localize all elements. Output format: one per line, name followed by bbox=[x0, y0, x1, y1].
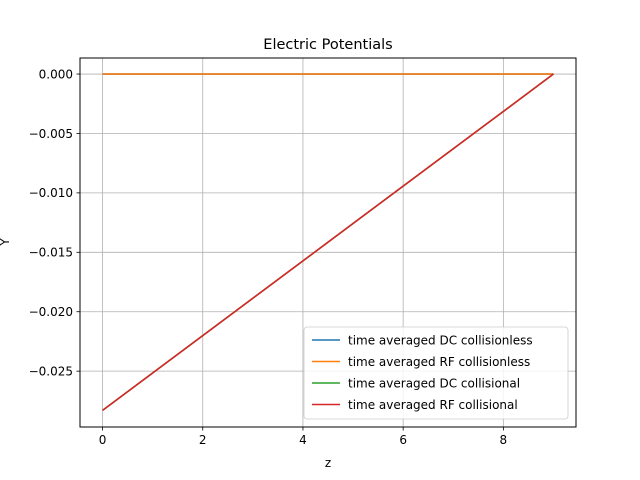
legend-label-1: time averaged DC collisionless bbox=[348, 333, 533, 347]
y-tick-label: −0.005 bbox=[29, 127, 73, 141]
chart-title: Electric Potentials bbox=[263, 37, 392, 53]
x-axis-label: z bbox=[325, 456, 331, 470]
y-tick-label: −0.020 bbox=[29, 305, 73, 319]
y-axis-label: Y bbox=[0, 238, 12, 247]
series-lines bbox=[102, 73, 554, 412]
series-line-4 bbox=[102, 73, 554, 412]
legend-label-4: time averaged RF collisional bbox=[348, 398, 518, 412]
x-tick-label: 4 bbox=[299, 433, 307, 447]
x-tick-label: 2 bbox=[199, 433, 207, 447]
legend-box bbox=[303, 326, 569, 420]
legend-label-3: time averaged DC collisional bbox=[348, 376, 520, 390]
y-tick-label: −0.010 bbox=[29, 186, 73, 200]
x-tick-label: 6 bbox=[399, 433, 407, 447]
legend-label-2: time averaged RF collisionless bbox=[348, 355, 530, 369]
y-tick-label: 0.000 bbox=[39, 67, 73, 81]
y-axis: 0.000 −0.005 −0.010 −0.015 −0.020 −0.025 bbox=[29, 67, 80, 378]
plot-frame bbox=[79, 57, 577, 428]
x-tick-label: 0 bbox=[99, 433, 107, 447]
legend: time averaged DC collisionless time avera… bbox=[303, 326, 569, 420]
y-tick-label: −0.015 bbox=[29, 246, 73, 260]
x-axis: 0 2 4 6 8 bbox=[99, 427, 507, 447]
x-tick-label: 8 bbox=[500, 433, 508, 447]
y-tick-label: −0.025 bbox=[29, 364, 73, 378]
